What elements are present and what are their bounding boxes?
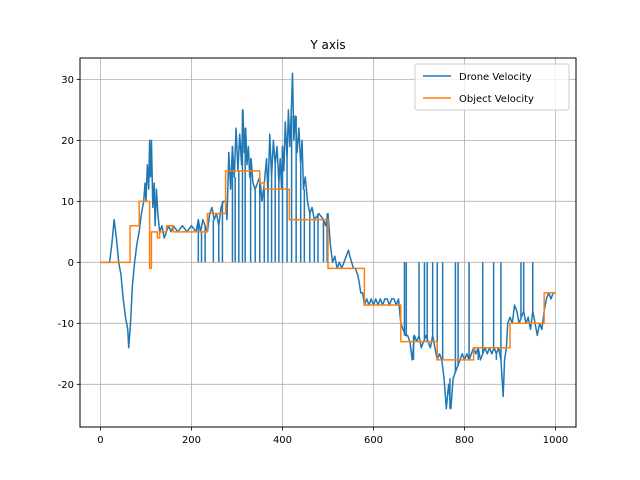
x-tick-label: 200	[182, 435, 201, 446]
y-tick-label: 0	[68, 258, 74, 269]
series-line-drone-velocity	[100, 72, 556, 410]
x-tick-label: 1000	[543, 435, 568, 446]
x-tick-label: 600	[364, 435, 383, 446]
chart-title: Y axis	[309, 38, 345, 52]
axes-frame	[79, 57, 577, 428]
series-line-object-velocity	[100, 170, 556, 361]
y-tick-label: -10	[58, 319, 74, 330]
ticks: 0 200 400 600 800 1000 -20 -10 0 10 20 30	[58, 75, 569, 446]
legend-label: Object Velocity	[459, 94, 534, 105]
x-tick-label: 800	[455, 435, 474, 446]
y-tick-label: 20	[61, 136, 74, 147]
x-tick-label: 0	[97, 435, 103, 446]
y-tick-label: -20	[58, 380, 74, 391]
x-tick-label: 400	[273, 435, 292, 446]
legend-box	[414, 63, 570, 111]
legend: Drone Velocity Object Velocity	[414, 63, 570, 111]
y-tick-label: 30	[61, 75, 74, 86]
plot-area	[100, 72, 556, 410]
y-tick-label: 10	[61, 197, 74, 208]
legend-label: Drone Velocity	[459, 72, 532, 83]
